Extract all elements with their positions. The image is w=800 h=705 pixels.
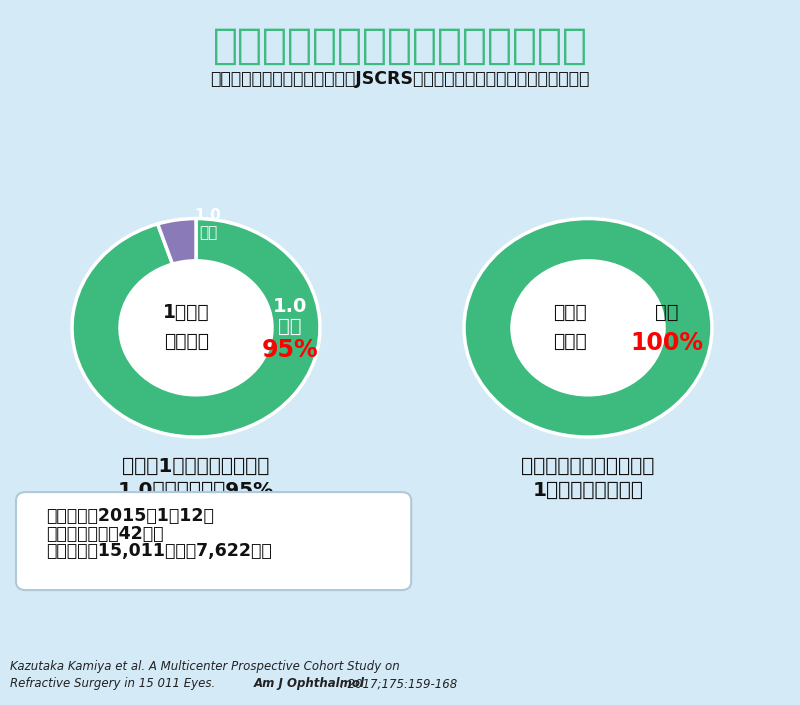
Text: Kazutaka Kamiya et al. A Multicenter Prospective Cohort Study on: Kazutaka Kamiya et al. A Multicenter Pro…: [10, 660, 399, 673]
Text: 手術後: 手術後: [554, 303, 587, 321]
Wedge shape: [158, 219, 196, 264]
Text: 手術後の感染症の発症は: 手術後の感染症の発症は: [522, 458, 654, 476]
Text: 100%: 100%: [630, 331, 703, 355]
Text: 1.0: 1.0: [194, 207, 222, 223]
Text: Am J Ophthalmol: Am J Ophthalmol: [254, 678, 365, 690]
Text: 調査件数：15,011症例（7,622人）: 調査件数：15,011症例（7,622人）: [46, 542, 272, 560]
Wedge shape: [72, 219, 320, 437]
Wedge shape: [464, 219, 712, 437]
Circle shape: [120, 261, 272, 395]
Text: 日本白内障屈折矯正手術学会（JSCRS）ワーキンググループによる調査報告: 日本白内障屈折矯正手術学会（JSCRS）ワーキンググループによる調査報告: [210, 70, 590, 88]
Text: 95%: 95%: [262, 338, 318, 362]
Text: 1週間後: 1週間後: [163, 303, 210, 321]
Text: 1例も認められない: 1例も認められない: [533, 481, 643, 499]
Text: 調査対象：国冄42施設: 調査対象：国冄42施設: [46, 525, 164, 543]
Text: 手術後1週間で、裸眼視力: 手術後1週間で、裸眼視力: [122, 458, 270, 476]
Text: レーシック手術の安全性と有効性: レーシック手術の安全性と有効性: [213, 25, 587, 67]
Text: 1.0以上の症例が95%: 1.0以上の症例が95%: [118, 481, 274, 499]
Text: Refractive Surgery in 15 011 Eyes.: Refractive Surgery in 15 011 Eyes.: [10, 678, 218, 690]
Text: 未満: 未満: [199, 225, 217, 240]
Text: 裸眼視力: 裸眼視力: [164, 333, 209, 351]
Text: 調査時期：2015年1～12月: 調査時期：2015年1～12月: [46, 507, 214, 525]
FancyBboxPatch shape: [16, 492, 411, 590]
Text: 1.0: 1.0: [273, 298, 306, 316]
Circle shape: [512, 261, 664, 395]
Text: 感染症: 感染症: [554, 333, 587, 351]
Text: なし: なし: [654, 303, 678, 321]
Text: . 2017;175:159-168: . 2017;175:159-168: [340, 678, 458, 690]
Text: 以上: 以上: [278, 317, 302, 336]
